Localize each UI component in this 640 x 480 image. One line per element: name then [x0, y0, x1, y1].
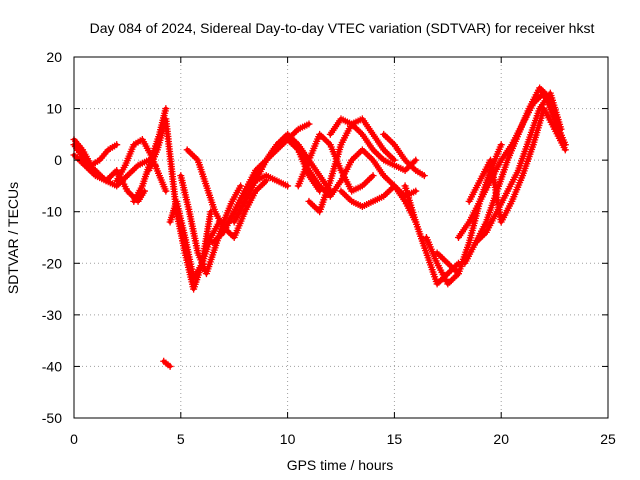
- plot-frame: [73, 56, 609, 419]
- data-point-markers: [166, 197, 223, 283]
- y-tick-label: 10: [46, 101, 62, 117]
- data-point-markers: [422, 234, 462, 288]
- x-tick-label: 15: [387, 431, 403, 447]
- x-tick-label: 25: [600, 431, 616, 447]
- data-point-markers: [472, 89, 565, 247]
- series-s18: [326, 115, 420, 174]
- data-point-markers: [380, 130, 428, 180]
- chart-title: Day 084 of 2024, Sidereal Day-to-day VTE…: [90, 20, 595, 36]
- y-tick-label: -10: [42, 204, 62, 220]
- axis-ticks: 0 5 10 15 20 25 -50 -40 -30 -20 -10 0 10 20: [42, 49, 616, 447]
- y-tick-label: 20: [46, 49, 62, 65]
- series-s8: [160, 357, 174, 370]
- x-tick-label: 20: [493, 431, 509, 447]
- y-tick-label: -50: [42, 410, 62, 426]
- data-layer: [70, 84, 569, 370]
- x-tick-label: 10: [280, 431, 296, 447]
- series-s28: [472, 89, 565, 247]
- data-point-markers: [305, 115, 398, 216]
- series-s15: [262, 130, 356, 200]
- y-tick-label: -30: [42, 307, 62, 323]
- data-point-markers: [326, 115, 420, 174]
- data-point-markers: [160, 357, 174, 370]
- series-s7: [166, 197, 223, 283]
- grid: [74, 57, 608, 418]
- y-axis-label: SDTVAR / TECUs: [5, 182, 21, 294]
- series-s3: [70, 136, 121, 169]
- y-tick-label: -20: [42, 255, 62, 271]
- x-tick-label: 0: [70, 431, 78, 447]
- series-s21: [380, 130, 428, 180]
- series-track: [161, 359, 173, 369]
- series-s23: [422, 234, 462, 288]
- data-point-markers: [401, 182, 462, 288]
- y-tick-label: 0: [54, 152, 62, 168]
- x-tick-label: 5: [177, 431, 185, 447]
- x-axis-label: GPS time / hours: [287, 457, 394, 473]
- y-tick-label: -40: [42, 358, 62, 374]
- series-s22: [401, 182, 462, 288]
